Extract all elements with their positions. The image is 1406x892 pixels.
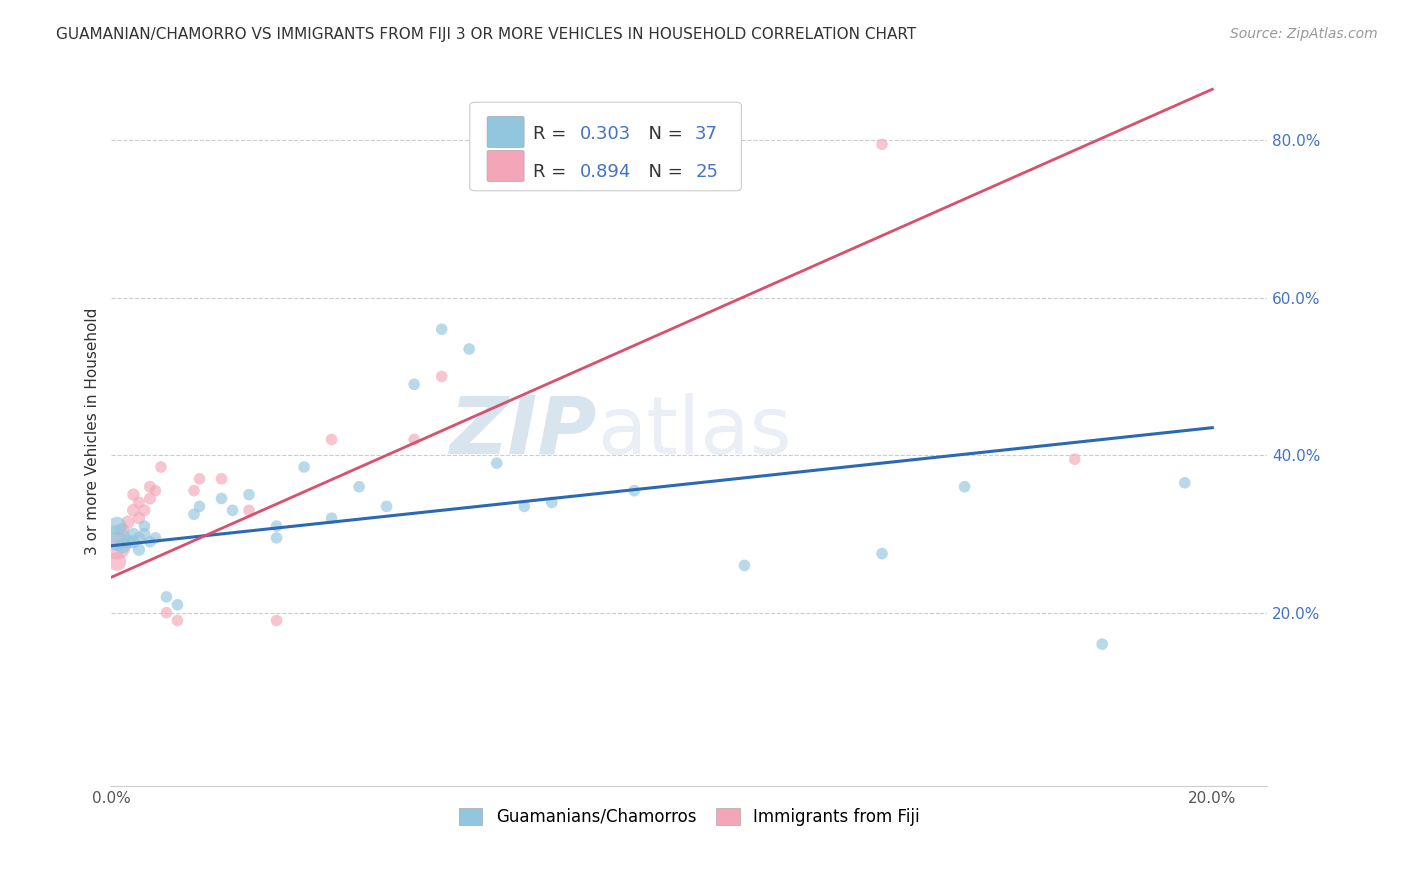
Point: [105, 531, 128, 545]
Text: 37: 37: [695, 125, 718, 143]
Text: atlas: atlas: [598, 392, 792, 471]
Point: [266, 519, 288, 533]
Point: [485, 456, 508, 470]
Point: [1063, 452, 1085, 467]
Point: [347, 480, 370, 494]
Point: [540, 495, 562, 509]
Point: [117, 515, 139, 529]
Point: [266, 614, 288, 628]
Point: [430, 322, 453, 336]
Text: Source: ZipAtlas.com: Source: ZipAtlas.com: [1230, 27, 1378, 41]
Point: [188, 500, 211, 514]
Point: [375, 500, 398, 514]
Point: [404, 433, 426, 447]
Point: [122, 534, 145, 549]
Text: 0.894: 0.894: [579, 162, 631, 181]
Point: [134, 519, 156, 533]
Text: N =: N =: [637, 162, 689, 181]
Point: [292, 460, 315, 475]
Text: N =: N =: [637, 125, 689, 143]
Point: [623, 483, 645, 498]
Point: [117, 534, 139, 549]
Text: GUAMANIAN/CHAMORRO VS IMMIGRANTS FROM FIJI 3 OR MORE VEHICLES IN HOUSEHOLD CORRE: GUAMANIAN/CHAMORRO VS IMMIGRANTS FROM FI…: [56, 27, 917, 42]
Point: [134, 527, 156, 541]
Point: [139, 480, 162, 494]
Point: [404, 377, 426, 392]
Point: [870, 547, 893, 561]
Point: [111, 539, 134, 553]
FancyBboxPatch shape: [470, 103, 741, 191]
Text: ZIP: ZIP: [450, 392, 598, 471]
Point: [188, 472, 211, 486]
Text: 25: 25: [695, 162, 718, 181]
Point: [155, 590, 177, 604]
Point: [128, 511, 150, 525]
Point: [430, 369, 453, 384]
Point: [122, 503, 145, 517]
Legend: Guamanians/Chamorros, Immigrants from Fiji: Guamanians/Chamorros, Immigrants from Fi…: [451, 799, 928, 834]
Point: [149, 460, 172, 475]
Point: [211, 472, 233, 486]
Point: [183, 508, 205, 522]
Point: [733, 558, 755, 573]
Point: [238, 487, 260, 501]
Point: [221, 503, 243, 517]
Text: R =: R =: [533, 162, 572, 181]
Point: [238, 503, 260, 517]
Point: [145, 483, 167, 498]
Point: [122, 527, 145, 541]
Point: [1174, 475, 1197, 490]
Point: [321, 433, 343, 447]
Point: [155, 606, 177, 620]
Point: [134, 503, 156, 517]
FancyBboxPatch shape: [486, 151, 524, 182]
Point: [953, 480, 976, 494]
FancyBboxPatch shape: [486, 116, 524, 147]
Point: [1091, 637, 1114, 651]
Text: 0.303: 0.303: [579, 125, 631, 143]
Point: [458, 342, 481, 356]
Point: [513, 500, 536, 514]
Point: [266, 531, 288, 545]
Point: [105, 519, 128, 533]
Point: [870, 137, 893, 152]
Y-axis label: 3 or more Vehicles in Household: 3 or more Vehicles in Household: [86, 308, 100, 556]
Point: [122, 487, 145, 501]
Point: [183, 483, 205, 498]
Point: [128, 495, 150, 509]
Point: [166, 614, 188, 628]
Text: R =: R =: [533, 125, 572, 143]
Point: [111, 523, 134, 537]
Point: [166, 598, 188, 612]
Point: [139, 491, 162, 506]
Point: [211, 491, 233, 506]
Point: [128, 542, 150, 557]
Point: [105, 539, 128, 553]
Point: [145, 531, 167, 545]
Point: [321, 511, 343, 525]
Point: [128, 531, 150, 545]
Point: [105, 554, 128, 568]
Point: [139, 534, 162, 549]
